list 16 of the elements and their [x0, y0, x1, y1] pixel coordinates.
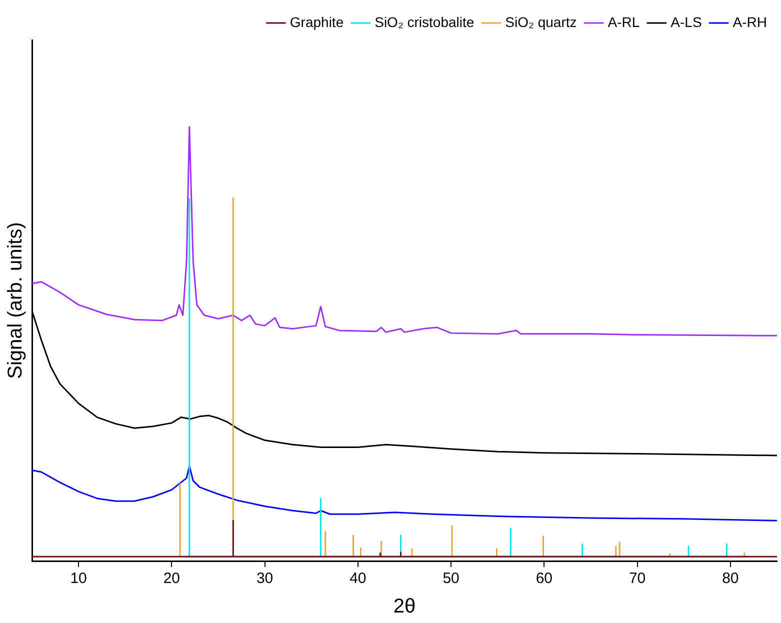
x-tick-label: 50	[442, 570, 460, 588]
x-tick-label: 20	[163, 570, 180, 588]
x-tick-label: 30	[256, 570, 274, 588]
legend-label: A-RH	[732, 14, 768, 30]
legend-label: A-LS	[670, 14, 702, 30]
y-axis-title: Signal (arb. units)	[4, 222, 27, 379]
legend-label: Graphite	[290, 14, 344, 30]
legend-label: A-RL	[608, 14, 640, 30]
x-tick-label: 60	[536, 570, 553, 588]
legend-label: SiO₂ quartz	[505, 14, 577, 30]
x-tick-label: 80	[722, 570, 739, 588]
x-axis-title: 2θ	[393, 596, 416, 618]
x-tick-label: 10	[70, 570, 87, 588]
x-tick-label: 40	[350, 570, 366, 588]
legend-label: SiO₂ cristobalite	[374, 14, 474, 30]
x-tick-label: 70	[628, 570, 646, 588]
